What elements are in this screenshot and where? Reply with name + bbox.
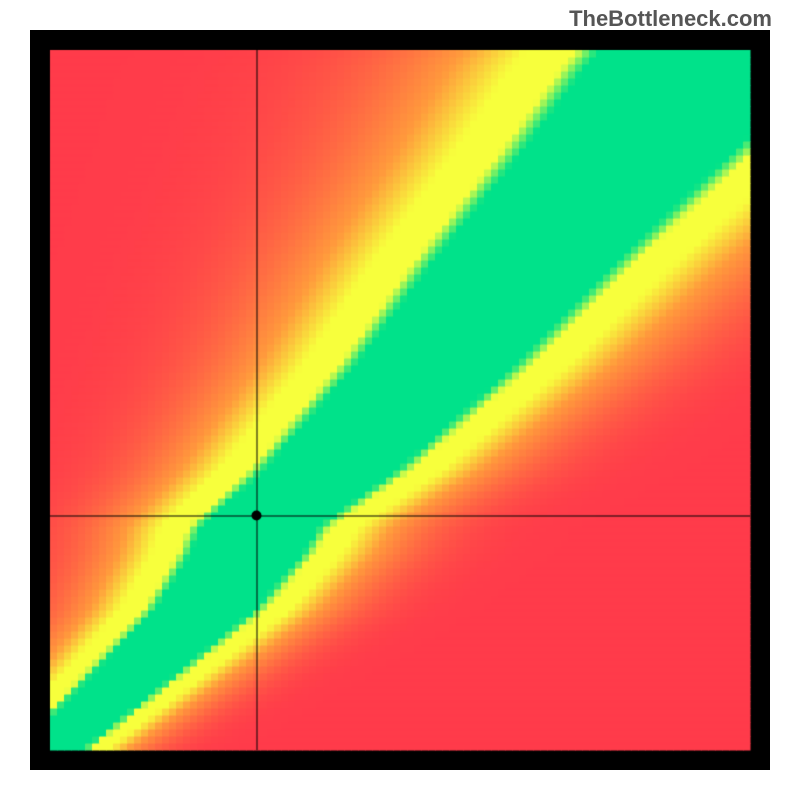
watermark-label: TheBottleneck.com [569, 6, 772, 32]
chart-container: TheBottleneck.com [0, 0, 800, 800]
heatmap-canvas [30, 30, 770, 770]
plot-frame [30, 30, 770, 770]
